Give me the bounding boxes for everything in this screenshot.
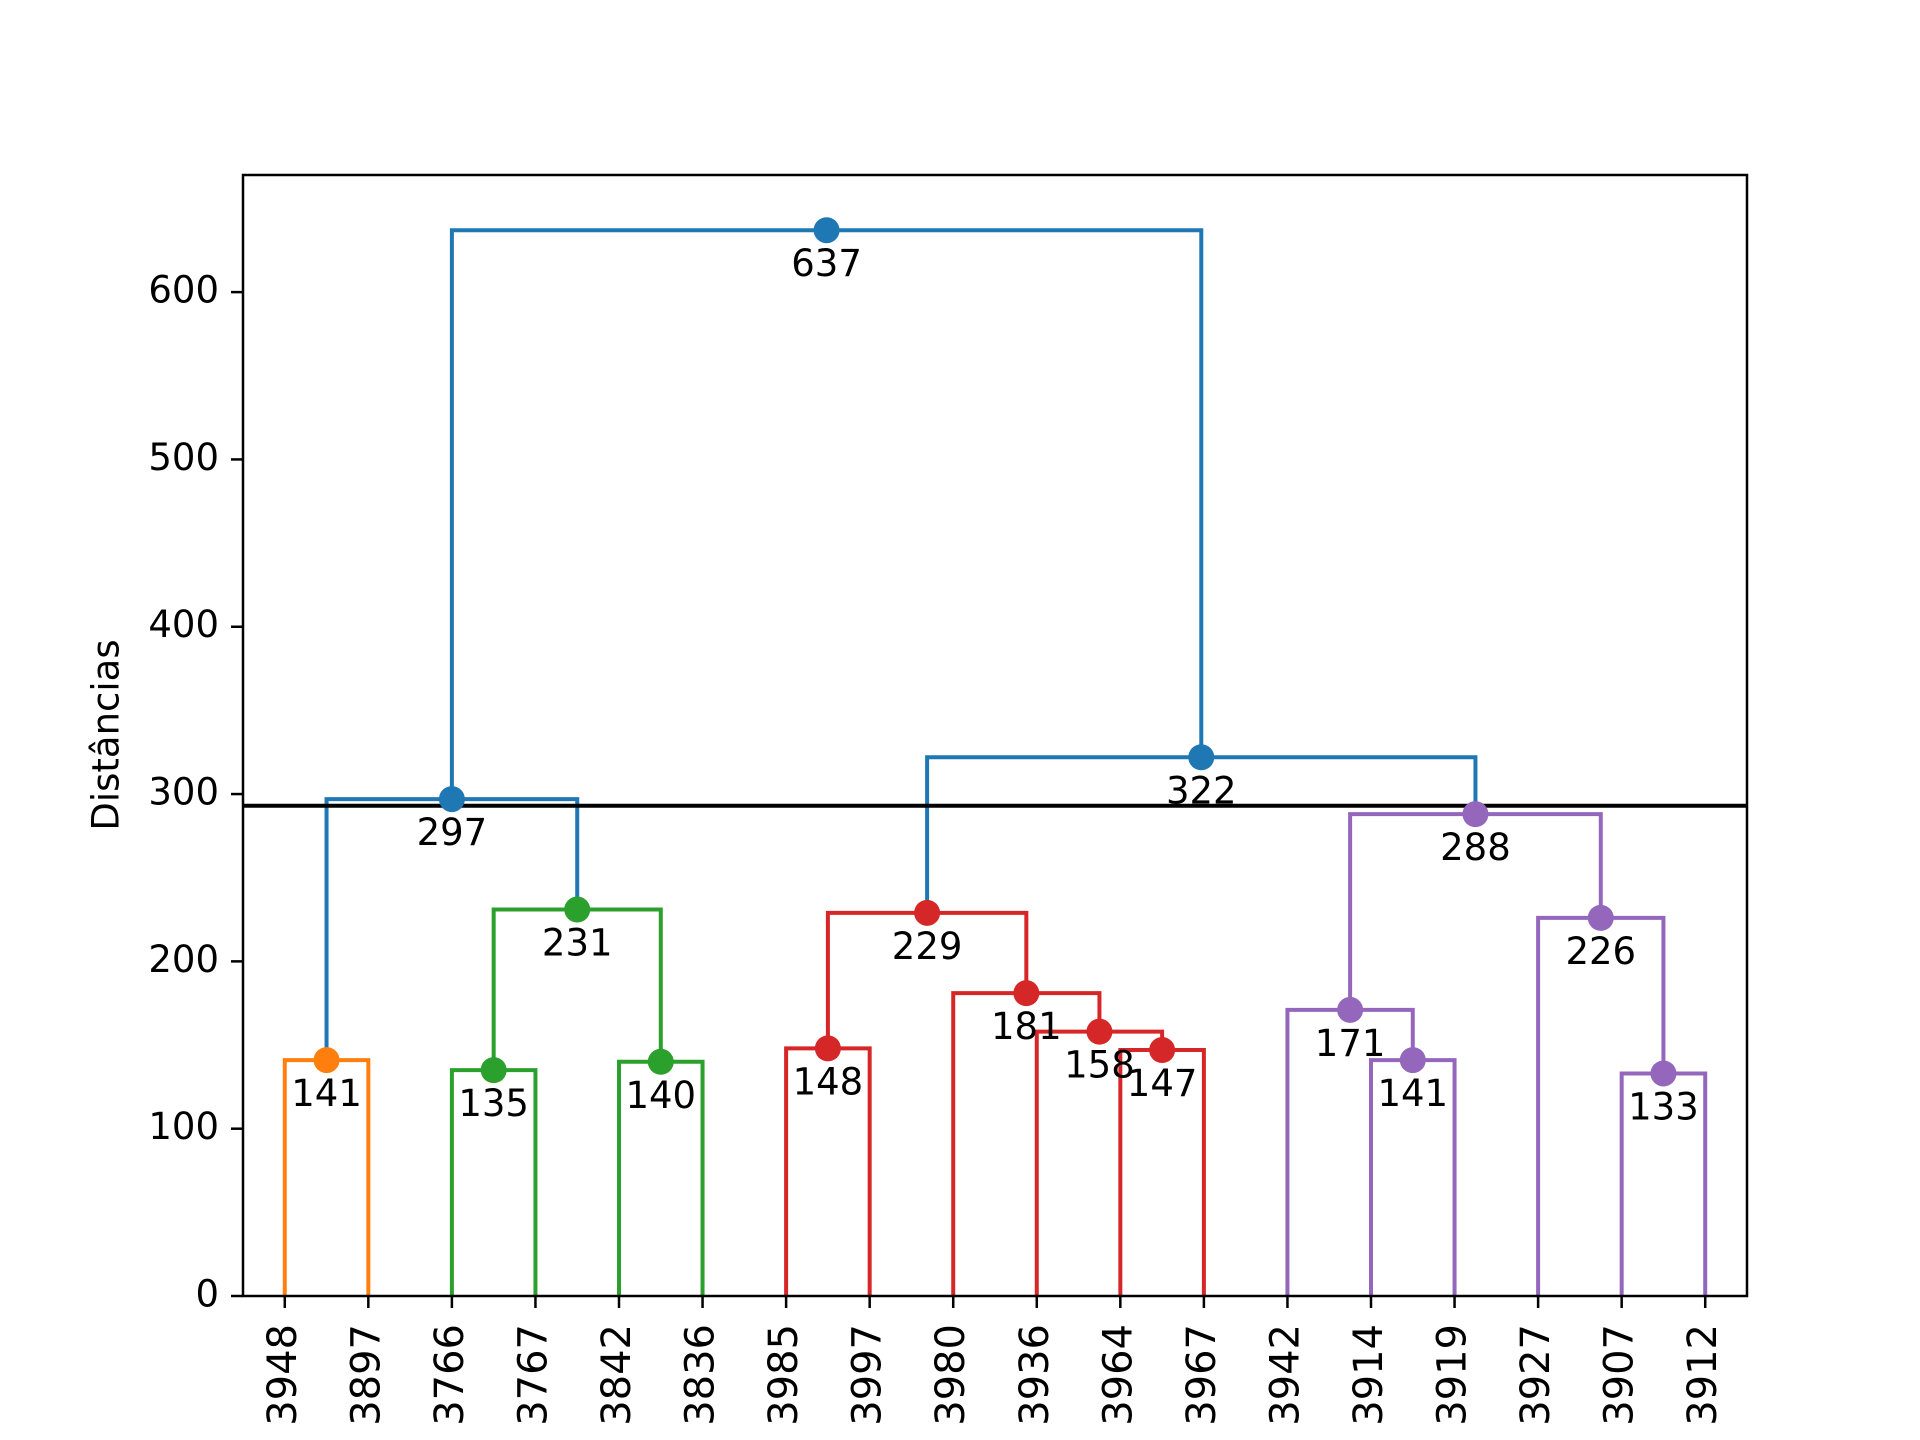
node-marker-n158 <box>1086 1018 1113 1045</box>
leaf-label: 3919 <box>1430 1324 1476 1426</box>
leaf-label: 3836 <box>678 1324 724 1426</box>
y-tick-label: 400 <box>148 603 219 646</box>
node-marker-n322 <box>1188 744 1215 771</box>
leaf-label: 3914 <box>1346 1324 1392 1426</box>
leaf-label: 3997 <box>845 1324 891 1426</box>
node-marker-n288 <box>1462 801 1489 828</box>
node-marker-n181 <box>1013 980 1040 1007</box>
leaf-label: 3964 <box>1095 1324 1141 1426</box>
leaf-label: 3936 <box>1012 1324 1058 1426</box>
node-label-n141b: 141 <box>1377 1072 1448 1115</box>
node-label-n148: 148 <box>793 1060 864 1103</box>
leaf-label: 3985 <box>761 1324 807 1426</box>
node-marker-n141a <box>313 1047 340 1074</box>
node-label-n140: 140 <box>625 1074 696 1117</box>
node-marker-n226 <box>1587 904 1614 931</box>
x-axis: 3948 3897 3766 3767 3842 3836 3985 3997 3980 3936… <box>260 1296 1726 1426</box>
node-label-n141a: 141 <box>291 1072 362 1115</box>
node-marker-n147 <box>1149 1037 1176 1064</box>
y-tick-label: 100 <box>148 1105 219 1148</box>
leaf-label: 3912 <box>1680 1324 1726 1426</box>
node-label-n135: 135 <box>458 1082 529 1125</box>
node-label-n288: 288 <box>1440 826 1511 869</box>
node-marker-n135 <box>480 1057 507 1084</box>
node-label-n229: 229 <box>892 925 963 968</box>
leaf-label: 3907 <box>1597 1324 1643 1426</box>
node-marker-n231 <box>564 896 591 923</box>
node-marker-n133 <box>1650 1060 1677 1087</box>
node-label-n181: 181 <box>991 1005 1062 1048</box>
y-tick-label: 200 <box>148 938 219 981</box>
node-marker-n637 <box>813 217 840 244</box>
leaf-label: 3766 <box>427 1324 473 1426</box>
y-axis-label: Distâncias <box>85 639 128 830</box>
node-label-n171: 171 <box>1315 1022 1386 1065</box>
node-marker-n171 <box>1337 996 1364 1023</box>
leaf-label: 3948 <box>260 1324 306 1426</box>
y-tick-label: 500 <box>148 436 219 479</box>
y-axis: 0 100 200 300 400 500 600 <box>148 269 243 1316</box>
plot-frame <box>241 173 1749 1298</box>
leaf-label: 3967 <box>1179 1324 1225 1426</box>
node-marker-n229 <box>914 899 941 926</box>
node-marker-n140 <box>647 1048 674 1075</box>
dendrogram-nodes <box>313 217 1677 1087</box>
leaf-label: 3767 <box>510 1324 556 1426</box>
node-label-n231: 231 <box>542 922 613 965</box>
leaf-label: 3980 <box>928 1324 974 1426</box>
node-marker-n141b <box>1399 1047 1426 1074</box>
node-label-n322: 322 <box>1166 769 1237 812</box>
dendrogram-links <box>282 228 1708 1296</box>
leaf-label: 3942 <box>1262 1324 1308 1426</box>
y-tick-label: 0 <box>195 1273 219 1316</box>
y-tick-label: 300 <box>148 771 219 814</box>
node-label-n637: 637 <box>791 242 862 285</box>
leaf-label: 3897 <box>343 1324 389 1426</box>
node-label-n226: 226 <box>1565 930 1636 973</box>
node-marker-n297 <box>438 786 465 813</box>
node-label-n147: 147 <box>1127 1062 1198 1105</box>
node-label-n133: 133 <box>1628 1085 1699 1128</box>
node-label-n158: 158 <box>1064 1044 1135 1087</box>
link-n637 <box>449 228 1204 800</box>
node-marker-n148 <box>814 1035 841 1062</box>
node-label-n297: 297 <box>417 811 488 854</box>
y-tick-label: 600 <box>148 269 219 312</box>
leaf-label: 3842 <box>594 1324 640 1426</box>
leaf-label: 3927 <box>1513 1324 1559 1426</box>
